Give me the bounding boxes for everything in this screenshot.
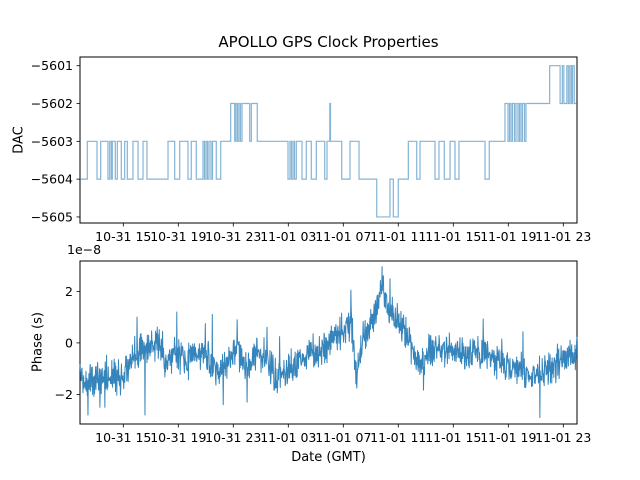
x-tick-label: 10-31 19: [150, 430, 206, 445]
x-tick-label: 11-01 15: [425, 229, 481, 244]
x-tick-label: 11-01 03: [260, 430, 316, 445]
x-tick-label: 10-31 19: [150, 229, 206, 244]
y-tick-label: −5605: [31, 209, 73, 224]
x-tick-label: 11-01 19: [480, 430, 536, 445]
y-axis-offset-text: 1e−8: [67, 242, 101, 257]
x-tick-label: 11-01 23: [535, 430, 591, 445]
y-tick-label: 2: [65, 284, 73, 299]
x-tick-label: 11-01 15: [425, 430, 481, 445]
x-tick-label: 10-31 15: [95, 430, 151, 445]
x-tick-label: 10-31 23: [205, 430, 261, 445]
x-tick-label: 11-01 23: [535, 229, 591, 244]
x-tick-label: 11-01 11: [370, 229, 426, 244]
y-tick-label: −5602: [31, 96, 73, 111]
y-tick-label: −5603: [31, 134, 73, 149]
x-tick-label: 10-31 15: [95, 229, 151, 244]
x-tick-label: 11-01 07: [315, 430, 371, 445]
dac-step-line: [80, 65, 577, 218]
x-tick-label: 11-01 03: [260, 229, 316, 244]
x-tick-label: 11-01 07: [315, 229, 371, 244]
x-tick-label: 11-01 19: [480, 229, 536, 244]
chart-title: APOLLO GPS Clock Properties: [218, 33, 439, 51]
y-tick-label: −5601: [31, 58, 73, 73]
x-tick-label: 10-31 23: [205, 229, 261, 244]
y-tick-label: −5604: [31, 172, 73, 187]
date-axis-label: Date (GMT): [291, 450, 366, 465]
y-tick-label: −2: [55, 387, 73, 402]
x-tick-label: 11-01 11: [370, 430, 426, 445]
y-tick-label: 0: [65, 335, 73, 350]
phase-noise-line: [79, 266, 578, 419]
